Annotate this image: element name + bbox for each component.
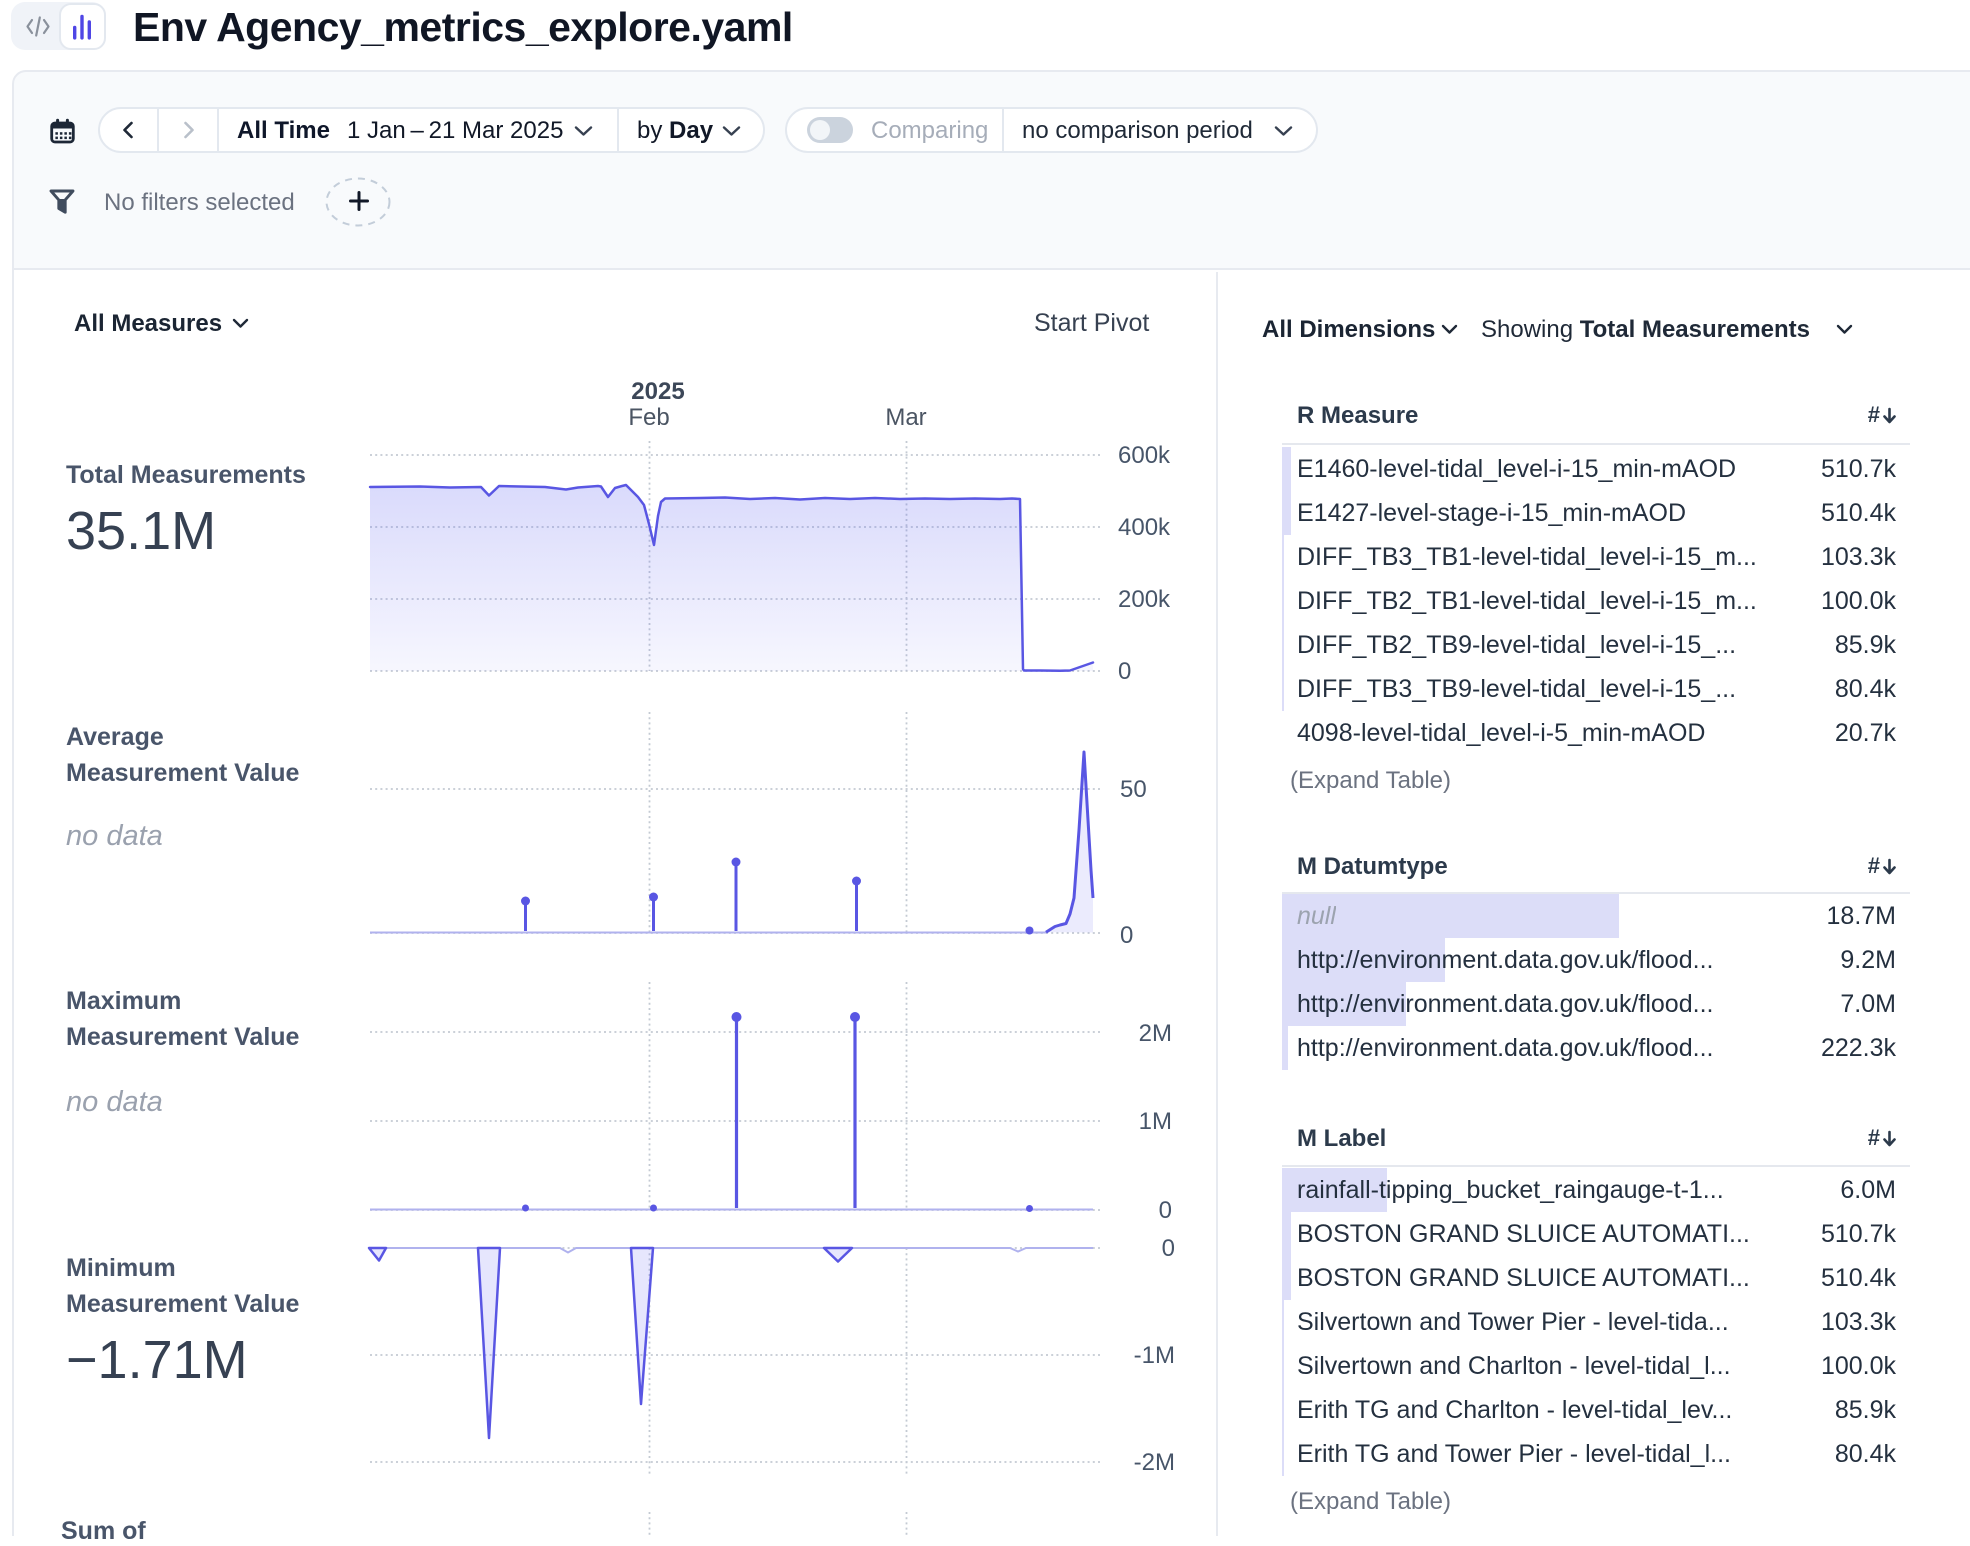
svg-text:0: 0	[1159, 1197, 1172, 1224]
svg-text:1M: 1M	[1139, 1108, 1172, 1135]
svg-text:2025: 2025	[631, 378, 684, 405]
svg-text:600k: 600k	[1118, 442, 1171, 469]
svg-text:-1M: -1M	[1134, 1342, 1175, 1369]
svg-text:2M: 2M	[1139, 1020, 1172, 1047]
svg-text:400k: 400k	[1118, 514, 1171, 541]
svg-text:50: 50	[1120, 776, 1147, 803]
svg-text:0: 0	[1162, 1235, 1175, 1262]
svg-text:Feb: Feb	[628, 404, 669, 431]
svg-text:Mar: Mar	[885, 404, 926, 431]
svg-text:0: 0	[1120, 922, 1133, 949]
svg-text:0: 0	[1118, 658, 1131, 685]
svg-text:200k: 200k	[1118, 586, 1171, 613]
svg-text:-2M: -2M	[1134, 1449, 1175, 1476]
